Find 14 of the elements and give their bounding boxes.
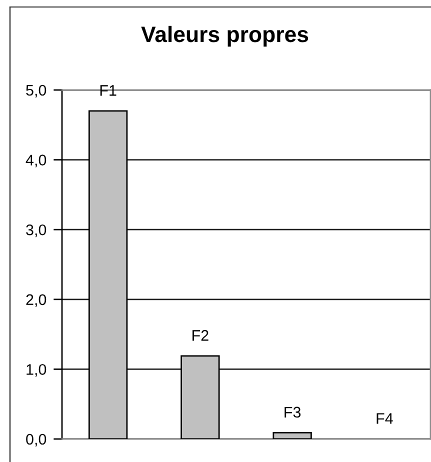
y-tick-label: 1,0 <box>26 364 46 377</box>
x-tick-label: F1 <box>100 85 116 96</box>
y-tick-label: 3,0 <box>26 224 46 238</box>
bar <box>180 355 220 439</box>
y-tick-label: 4,0 <box>26 154 46 168</box>
y-tick-label: 5,0 <box>26 84 46 98</box>
bar <box>272 432 312 439</box>
x-tick-label: F2 <box>192 330 208 341</box>
y-tick-label: 2,0 <box>26 294 46 307</box>
x-tick-label: F3 <box>284 406 301 418</box>
y-tick-label: 0,0 <box>26 434 46 446</box>
chart-title: Valeurs propres <box>141 26 308 47</box>
x-tick-label: F4 <box>376 413 393 424</box>
bar <box>88 110 128 439</box>
